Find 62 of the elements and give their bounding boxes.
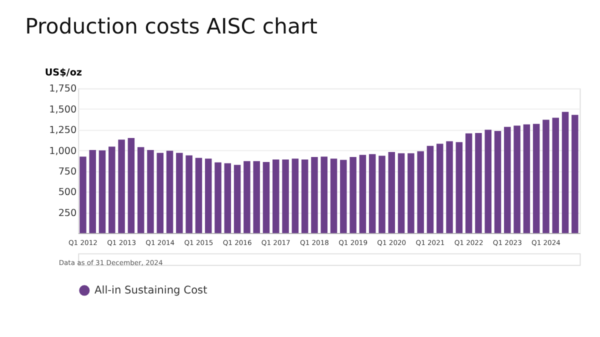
bar (456, 142, 463, 234)
chart-title: Production costs AISC chart (25, 14, 318, 40)
bar (359, 154, 366, 234)
bar (98, 150, 106, 234)
y-tick-label: 1,750 (49, 84, 77, 95)
bar (446, 141, 453, 234)
bar (388, 152, 396, 234)
bar (542, 120, 550, 234)
bar (176, 152, 183, 234)
bar (340, 160, 347, 234)
y-tick-label: 250 (58, 208, 77, 219)
bar (272, 159, 280, 234)
y-tick-label: 500 (58, 187, 77, 198)
bar (514, 126, 520, 234)
bar (234, 164, 241, 234)
bar (147, 150, 154, 234)
y-axis-title: US$/oz (44, 67, 82, 78)
bar (195, 158, 202, 234)
bar (89, 150, 96, 234)
bar (368, 154, 376, 234)
bar (350, 156, 356, 234)
bar (214, 162, 222, 234)
bar (523, 124, 530, 234)
bar (475, 133, 482, 234)
y-tick-label: 1,500 (49, 104, 77, 116)
y-tick-label: 1,000 (49, 146, 77, 157)
bar (244, 161, 250, 234)
bar (253, 161, 260, 234)
bar (137, 147, 144, 234)
bar (436, 144, 444, 234)
bar (552, 118, 560, 234)
bar (301, 159, 308, 234)
bar (186, 155, 192, 234)
legend-label: All-in Sustaining Cost (94, 283, 208, 296)
bar (156, 152, 164, 234)
bar (311, 156, 318, 234)
bar (408, 153, 414, 234)
bar (504, 126, 511, 234)
bar (398, 153, 405, 234)
bar (292, 158, 299, 234)
bar (118, 140, 125, 234)
bar (108, 146, 116, 234)
bar (532, 124, 540, 234)
bar (80, 156, 86, 234)
bar (484, 130, 492, 234)
bar (417, 151, 424, 234)
bar (465, 133, 472, 234)
bar (562, 112, 569, 234)
bar (166, 150, 174, 234)
bar (262, 162, 270, 234)
bar (320, 156, 328, 234)
bar (128, 138, 135, 234)
bar (426, 146, 434, 234)
y-tick-label: 1,250 (49, 125, 77, 136)
bar (494, 130, 502, 234)
bar (378, 156, 386, 234)
bar (204, 158, 212, 234)
bar (572, 114, 578, 234)
bar (282, 159, 289, 234)
bar (330, 158, 338, 234)
y-tick-label: 750 (58, 166, 77, 178)
bar (224, 163, 232, 234)
